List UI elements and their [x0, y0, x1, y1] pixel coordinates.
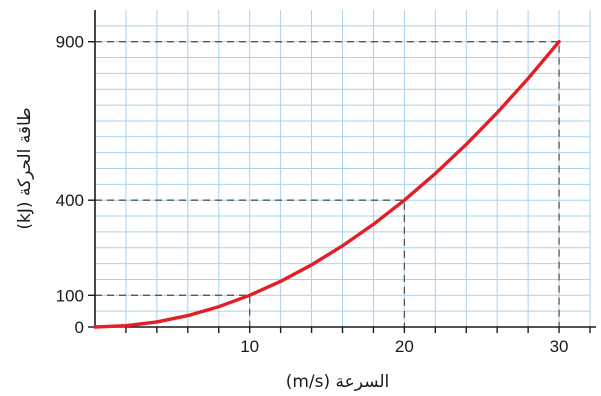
y-tick-label: 400: [56, 191, 84, 210]
guide-line: [95, 294, 251, 327]
y-axis-title: طاقة الحركة (kJ): [15, 107, 35, 229]
series-line: [93, 40, 561, 329]
x-tick-label: 10: [240, 337, 259, 356]
guide-lines: [95, 41, 560, 327]
y-tick-label: 0: [75, 318, 84, 337]
x-tick-label: 20: [395, 337, 414, 356]
x-axis-title: السرعة (m/s): [286, 372, 390, 392]
y-tick-label: 900: [56, 33, 84, 52]
grid: [95, 10, 591, 327]
guide-line: [95, 41, 560, 327]
y-tick-label: 100: [56, 286, 84, 305]
ticks: 10 20 30 0 100 400 900: [56, 33, 591, 356]
x-tick-label: 30: [550, 337, 569, 356]
curve-layer: [93, 40, 561, 329]
axes: [94, 10, 596, 328]
